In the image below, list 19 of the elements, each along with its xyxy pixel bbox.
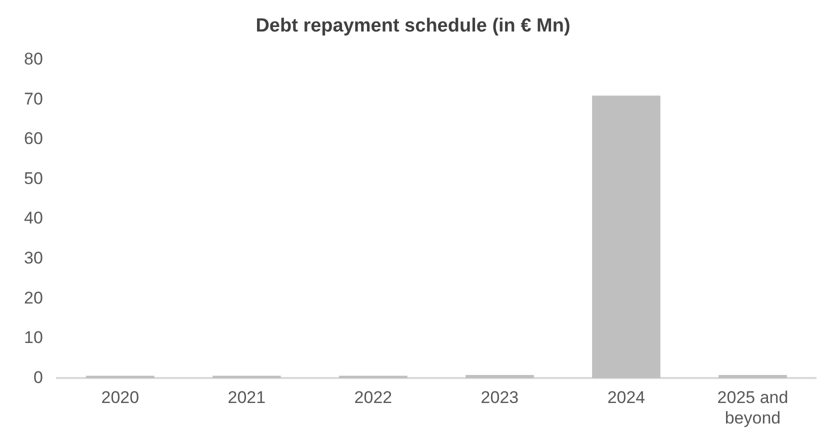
y-tick-label: 50 bbox=[24, 168, 43, 188]
x-tick-label: 2022 bbox=[354, 388, 392, 408]
y-tick-label: 80 bbox=[24, 49, 43, 68]
x-tick-label: 2021 bbox=[228, 388, 266, 408]
y-tick-label: 20 bbox=[24, 288, 43, 308]
y-tick-label: 70 bbox=[24, 89, 43, 108]
y-tick-label: 30 bbox=[24, 248, 43, 268]
chart-title: Debt repayment schedule (in € Mn) bbox=[256, 16, 570, 37]
bar bbox=[592, 96, 660, 378]
y-tick-label: 0 bbox=[33, 368, 43, 387]
y-tick-label: 60 bbox=[24, 129, 43, 148]
x-tick-label: 2023 bbox=[480, 388, 519, 408]
x-tick-label: 2025 and beyond bbox=[717, 388, 788, 428]
x-tick-label: 2020 bbox=[101, 388, 140, 408]
y-tick-label: 10 bbox=[24, 328, 43, 348]
bar bbox=[466, 375, 534, 378]
bar bbox=[718, 375, 787, 378]
x-tick-label: 2024 bbox=[607, 388, 646, 408]
y-tick-label: 40 bbox=[24, 208, 43, 228]
